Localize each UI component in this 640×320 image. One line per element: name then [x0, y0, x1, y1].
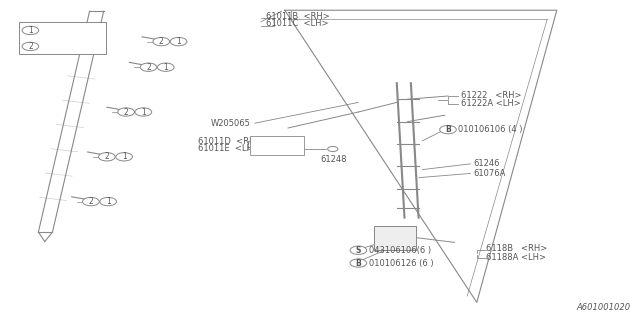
Text: 010106126 (6 ): 010106126 (6 ) [369, 259, 433, 268]
Circle shape [99, 153, 115, 161]
Circle shape [116, 153, 132, 161]
Text: 61011E  <LH>: 61011E <LH> [198, 144, 260, 153]
Text: 61246: 61246 [474, 159, 500, 168]
Circle shape [100, 197, 116, 206]
Text: 2: 2 [159, 37, 164, 46]
Circle shape [350, 259, 367, 267]
Text: 61222   <RH>: 61222 <RH> [461, 91, 522, 100]
Text: S: S [356, 246, 361, 255]
Text: B: B [356, 259, 361, 268]
Bar [250, 136, 304, 155]
Bar [374, 226, 416, 250]
Text: 2: 2 [146, 63, 151, 72]
Circle shape [157, 63, 174, 71]
Text: 2: 2 [124, 108, 129, 116]
Text: 65254A: 65254A [47, 42, 81, 51]
Circle shape [22, 26, 38, 35]
Text: 1: 1 [106, 197, 111, 206]
Text: 61248: 61248 [320, 155, 346, 164]
Text: 1: 1 [122, 152, 127, 161]
Text: 61076A: 61076A [474, 169, 506, 178]
Circle shape [350, 246, 367, 254]
Text: A601001020: A601001020 [576, 303, 630, 312]
Circle shape [440, 125, 456, 134]
Circle shape [140, 63, 157, 71]
Text: 010106106 (4 ): 010106106 (4 ) [458, 125, 523, 134]
Text: 1: 1 [141, 108, 146, 116]
Text: 1: 1 [163, 63, 168, 72]
Text: 1: 1 [176, 37, 181, 46]
Circle shape [22, 42, 38, 51]
Circle shape [118, 108, 134, 116]
Text: 61011C  <LH>: 61011C <LH> [266, 19, 328, 28]
Text: 61011D  <RH>: 61011D <RH> [198, 137, 263, 146]
Text: W205065: W205065 [211, 119, 251, 128]
Text: 043106106(6 ): 043106106(6 ) [369, 246, 431, 255]
Circle shape [135, 108, 152, 116]
Text: 61140: 61140 [47, 26, 76, 35]
Text: 2: 2 [88, 197, 93, 206]
Text: 1: 1 [28, 26, 33, 35]
Bar [19, 22, 106, 54]
Text: B: B [445, 125, 451, 134]
Circle shape [328, 147, 338, 152]
Text: 61011B  <RH>: 61011B <RH> [266, 12, 330, 20]
Circle shape [83, 197, 99, 206]
Text: 2: 2 [104, 152, 109, 161]
Circle shape [153, 37, 170, 46]
Circle shape [170, 37, 187, 46]
Text: 61188A <LH>: 61188A <LH> [486, 253, 547, 262]
Text: 61222A <LH>: 61222A <LH> [461, 99, 520, 108]
Text: 2: 2 [28, 42, 33, 51]
Text: 6118B   <RH>: 6118B <RH> [486, 244, 548, 253]
